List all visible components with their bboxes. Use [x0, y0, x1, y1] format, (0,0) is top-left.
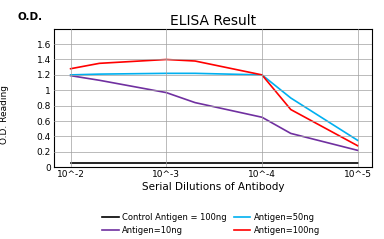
Antigen=10ng [164, 91, 169, 94]
X-axis label: Serial Dilutions of Antibody: Serial Dilutions of Antibody [142, 182, 285, 192]
Control Antigen = 100ng [260, 161, 264, 164]
Line: Antigen=50ng: Antigen=50ng [71, 73, 358, 140]
Antigen=50ng [355, 139, 360, 142]
Antigen=10ng [193, 101, 197, 104]
Antigen=10ng [288, 132, 293, 135]
Antigen=50ng [193, 72, 197, 75]
Control Antigen = 100ng [68, 161, 73, 164]
Control Antigen = 100ng [355, 161, 360, 164]
Antigen=100ng [97, 62, 102, 65]
Antigen=50ng [288, 97, 293, 99]
Text: O.D. Reading: O.D. Reading [0, 85, 9, 144]
Control Antigen = 100ng [164, 161, 169, 164]
Antigen=50ng [68, 73, 73, 76]
Antigen=100ng [68, 67, 73, 70]
Antigen=10ng [355, 149, 360, 152]
Antigen=50ng [260, 73, 264, 76]
Antigen=100ng [288, 108, 293, 111]
Antigen=100ng [355, 144, 360, 147]
Antigen=100ng [164, 58, 169, 61]
Text: O.D.: O.D. [17, 12, 42, 22]
Antigen=10ng [97, 79, 102, 82]
Antigen=10ng [260, 116, 264, 119]
Legend: Control Antigen = 100ng, Antigen=10ng, Antigen=50ng, Antigen=100ng: Control Antigen = 100ng, Antigen=10ng, A… [103, 213, 320, 235]
Line: Antigen=10ng: Antigen=10ng [71, 76, 358, 150]
Line: Antigen=100ng: Antigen=100ng [71, 60, 358, 146]
Antigen=100ng [260, 73, 264, 76]
Title: ELISA Result: ELISA Result [170, 14, 256, 27]
Antigen=100ng [193, 60, 197, 62]
Antigen=50ng [97, 73, 102, 76]
Antigen=50ng [164, 72, 169, 75]
Antigen=10ng [68, 74, 73, 77]
